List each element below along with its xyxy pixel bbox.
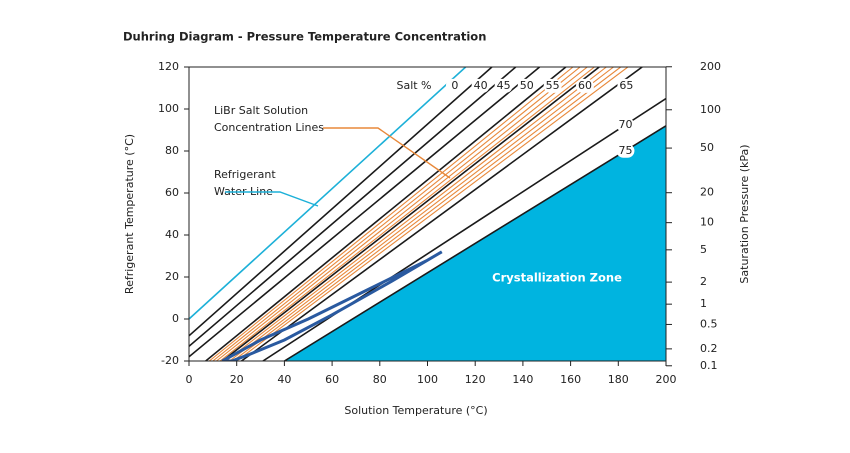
x-tick-label: 160 [560,373,581,386]
series-label: 60 [578,79,592,92]
y2-tick-label: 2 [700,275,707,288]
chart-title: Duhring Diagram - Pressure Temperature C… [123,30,486,44]
series-label: 45 [497,79,511,92]
series-label: 75 [618,144,632,157]
label-bg [617,78,636,93]
label-bg [543,78,562,93]
x-tick-label: 0 [186,373,193,386]
annotation-leader [323,127,451,179]
x-tick-label: 60 [325,373,339,386]
x-tick-label: 40 [277,373,291,386]
series-label: 70 [618,118,632,131]
concentration-line [189,67,493,337]
y-tick-label: -20 [161,354,179,367]
series-label: 40 [474,79,488,92]
y2-tick-label: 0.5 [700,317,718,330]
y-tick-label: 120 [158,60,179,73]
annotation: Refrigerant [214,168,276,181]
series-label: 50 [520,79,534,92]
y2-tick-label: 1 [700,297,707,310]
label-bg [575,78,594,93]
y2-tick-label: 0.1 [700,359,718,372]
label-bg [445,78,464,93]
concentration-line [189,67,541,358]
x-tick-label: 80 [373,373,387,386]
concentration-line [189,67,467,320]
y-tick-label: 100 [158,102,179,115]
concentration-minor-line [225,67,607,361]
y-tick-label: 40 [165,228,179,241]
concentration-line [189,67,517,347]
plot-area [189,67,666,361]
y-tick-label: 80 [165,144,179,157]
y-tick-label: 60 [165,186,179,199]
y2-tick-label: 50 [700,141,714,154]
annotation: Concentration Lines [214,121,324,134]
x-tick-label: 200 [656,373,677,386]
concentration-line [205,67,567,361]
crystallization-curve [221,250,443,361]
y2-tick-label: 0.2 [700,342,718,355]
annotation: LiBr Salt Solution [214,104,308,117]
annotation-leader [225,191,319,207]
concentration-minor-line [236,67,629,361]
x-axis-label: Solution Temperature (°C) [344,404,487,417]
y2-tick-label: 200 [700,60,721,73]
y2-tick-label: 5 [700,243,707,256]
label-bg [616,117,635,132]
concentration-minor-line [208,67,574,361]
zone-label: Crystallization Zone [492,271,622,285]
x-tick-label: 100 [417,373,438,386]
y2-tick-label: 20 [700,186,714,199]
y2-tick-label: 10 [700,216,714,229]
y-tick-label: 0 [172,312,179,325]
y-tick-label: 20 [165,270,179,283]
series-label: 0 [451,79,458,92]
y-axis-label: Refrigerant Temperature (°C) [123,134,136,294]
label-bg [494,78,513,93]
concentration-minor-line [216,67,588,361]
concentration-line [221,67,600,361]
concentration-minor-line [229,67,614,361]
concentration-line [240,67,643,361]
series-label: 55 [546,79,560,92]
concentration-line [283,125,666,361]
series-label: 65 [619,79,633,92]
x-tick-label: 140 [512,373,533,386]
y2-tick-label: 100 [700,103,721,116]
label-bg [471,78,490,93]
concentration-minor-line [219,67,595,361]
label-bg [616,143,635,158]
x-tick-label: 20 [230,373,244,386]
series-title: Salt % [396,79,431,92]
concentration-minor-line [232,67,622,361]
y2-axis-label: Saturation Pressure (kPa) [738,144,751,283]
label-bg [517,78,536,93]
concentration-minor-line [212,67,581,361]
x-tick-label: 120 [465,373,486,386]
x-tick-label: 180 [608,373,629,386]
